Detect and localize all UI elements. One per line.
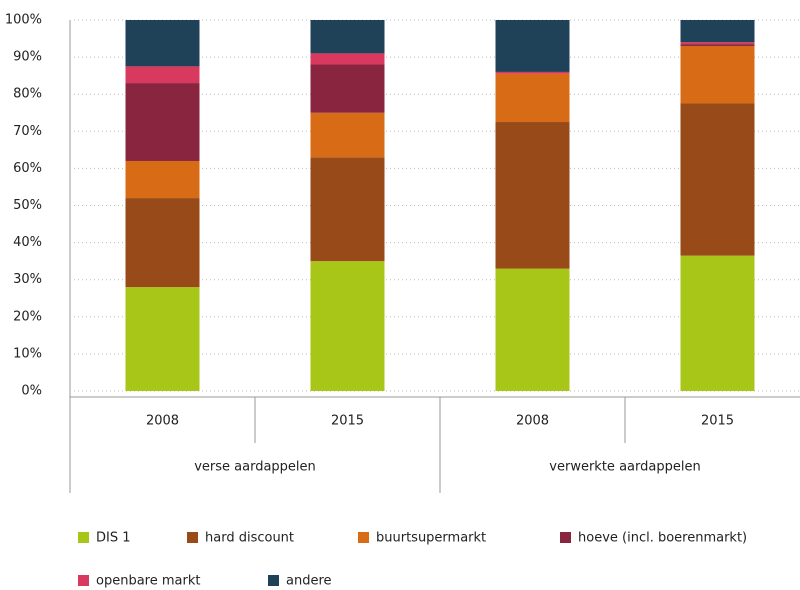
bar-segment — [680, 103, 755, 256]
bar-segment — [680, 20, 755, 43]
bar-segment — [495, 20, 570, 72]
legend-swatch — [268, 575, 279, 586]
x-tick-label: 2015 — [331, 414, 364, 429]
bar-segment — [680, 255, 755, 391]
bar-segment — [680, 42, 755, 45]
y-tick-label: 70% — [13, 124, 42, 139]
bar-segment — [310, 261, 385, 391]
bar-segment — [310, 20, 385, 54]
bar-segment — [125, 198, 200, 288]
bar-segment — [310, 53, 385, 65]
bar-segment — [310, 157, 385, 262]
legend-label: andere — [286, 574, 332, 589]
legend-label: DIS 1 — [96, 531, 131, 546]
legend-swatch — [78, 532, 89, 543]
bar-segment — [125, 287, 200, 391]
bar-segment — [680, 45, 755, 104]
y-tick-label: 50% — [13, 198, 42, 213]
bar-segment — [125, 83, 200, 161]
group-label: verse aardappelen — [194, 460, 316, 475]
bar-segment — [125, 160, 200, 199]
y-tick-label: 30% — [13, 272, 42, 287]
x-tick-label: 2008 — [516, 414, 549, 429]
y-tick-label: 90% — [13, 50, 42, 65]
legend-label: hoeve (incl. boerenmarkt) — [578, 531, 747, 546]
group-label: verwerkte aardappelen — [549, 460, 700, 475]
bar-segment — [310, 64, 385, 113]
x-tick-label: 2008 — [146, 414, 179, 429]
bar-segment — [680, 44, 755, 46]
bar-segment — [495, 73, 570, 123]
legend-label: hard discount — [205, 531, 294, 546]
legend-swatch — [78, 575, 89, 586]
y-tick-label: 40% — [13, 235, 42, 250]
legend-label: buurtsupermarkt — [376, 531, 486, 546]
bar-segment — [495, 71, 570, 74]
bar-segment — [125, 66, 200, 84]
legend-swatch — [358, 532, 369, 543]
y-tick-label: 0% — [21, 384, 42, 399]
legend-swatch — [560, 532, 571, 543]
y-tick-label: 80% — [13, 87, 42, 102]
bar-segment — [495, 122, 570, 269]
x-tick-label: 2015 — [701, 414, 734, 429]
y-tick-label: 20% — [13, 309, 42, 324]
bar-segment — [310, 112, 385, 158]
y-tick-label: 60% — [13, 161, 42, 176]
bar-segment — [125, 20, 200, 67]
bar-segment — [495, 268, 570, 391]
y-tick-label: 10% — [13, 346, 42, 361]
legend-label: openbare markt — [96, 574, 200, 589]
y-tick-label: 100% — [5, 13, 42, 28]
legend-swatch — [187, 532, 198, 543]
